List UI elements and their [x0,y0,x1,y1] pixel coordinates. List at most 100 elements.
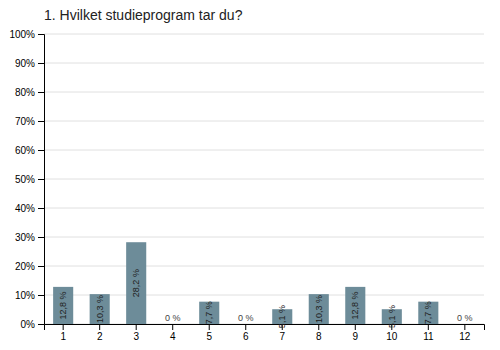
data-label: 10,3 % [95,295,105,323]
data-label: 0 % [457,313,473,323]
bar [126,242,146,324]
y-tick-mark [38,63,44,64]
data-label: 12,8 % [350,291,360,319]
y-tick-mark [38,208,44,209]
x-tick-label: 2 [97,331,103,342]
y-tick: 80% [15,87,44,98]
bar [53,287,73,324]
grid-line [44,150,484,151]
bar [418,302,438,324]
bar [199,302,219,324]
bar [455,324,475,325]
data-label: 28,2 % [131,269,141,297]
bar [163,324,183,325]
y-tick-label: 50% [15,174,35,185]
y-tick: 30% [15,232,44,243]
grid-line [44,208,484,209]
y-tick-mark [38,150,44,151]
y-tick: 50% [15,174,44,185]
y-axis-line [38,35,45,325]
data-label: 12,8 % [58,291,68,319]
y-tick: 70% [15,116,44,127]
x-axis: 123456789101112 [45,324,485,342]
x-tick-mark [318,324,319,330]
y-tick-mark [38,34,44,35]
title: 1. Hvilket studieprogram tar du? [44,7,243,23]
y-tick-label: 100% [9,29,35,40]
x-tick-label: 7 [279,331,285,342]
y-tick: 90% [15,58,44,69]
y-tick-mark [38,266,44,267]
x-tick-label: 10 [386,331,398,342]
bar [345,287,365,324]
data-label: 5,1 % [387,305,397,328]
data-labels: 12,8 % 10,3 % 28,2 % 0 % 7,7 % 0 % 5,1 % 10,3 %… [58,269,472,328]
y-tick-label: 20% [15,261,35,272]
x-axis-line [45,325,485,331]
y-tick-mark [38,324,44,325]
y-tick-label: 90% [15,58,35,69]
x-tick-label: 9 [353,331,359,342]
y-tick-label: 0% [21,319,36,330]
x-tick-label: 12 [459,331,471,342]
x-tick-label: 4 [170,331,176,342]
y-tick: 20% [15,261,44,272]
x-tick-mark [464,324,465,330]
bar [309,294,329,324]
x-tick: 4 [170,324,176,342]
x-tick-mark [172,324,173,330]
x-tick-label: 1 [60,331,66,342]
y-axis: 0% 10% 20% 30% 40% 50% 60% 70% 80% 90% 100% [9,29,44,330]
x-tick: 5 [206,324,212,342]
bar [90,294,110,324]
x-tick-label: 8 [316,331,322,342]
x-tick-mark [245,324,246,330]
y-tick: 0% [21,319,44,330]
data-label: 7,7 % [204,301,214,324]
grid-line [44,121,484,122]
y-tick: 100% [9,29,44,40]
y-tick-mark [38,92,44,93]
grid-line [44,179,484,180]
grid-line [44,63,484,64]
x-tick: 1 [60,324,66,342]
x-tick-label: 6 [243,331,249,342]
data-label: 0 % [165,313,181,323]
x-tick-label: 3 [133,331,139,342]
data-label: 10,3 % [314,295,324,323]
y-tick-label: 60% [15,145,35,156]
x-tick: 9 [353,324,359,342]
x-tick-label: 5 [206,331,212,342]
y-tick-label: 80% [15,87,35,98]
x-tick-mark [355,324,356,330]
x-tick: 8 [316,324,322,342]
chart-container: 0%10%20%30%40%50%60%70%80%90%100%1234567… [0,0,500,350]
x-tick: 12 [459,324,471,342]
x-tick-mark [136,324,137,330]
grid-line [44,266,484,267]
data-label: 7,7 % [423,301,433,324]
grid-line [44,237,484,238]
x-tick: 6 [243,324,249,342]
y-tick-mark [38,237,44,238]
y-tick-label: 10% [15,290,35,301]
y-tick-label: 40% [15,203,35,214]
grid-line [44,34,484,35]
y-tick-mark [38,121,44,122]
y-tick: 40% [15,203,44,214]
y-tick: 10% [15,290,44,301]
chart-svg: 0%10%20%30%40%50%60%70%80%90%100%1234567… [0,0,500,350]
y-tick-mark [38,179,44,180]
grid [44,34,484,324]
x-tick-mark [99,324,100,330]
y-tick: 60% [15,145,44,156]
x-tick: 3 [133,324,139,342]
x-tick: 2 [97,324,103,342]
bar [236,324,256,325]
bars [53,242,438,324]
data-label: 0 % [238,313,254,323]
x-tick-label: 11 [423,331,434,342]
y-tick-mark [38,295,44,296]
grid-line [44,92,484,93]
y-tick-label: 30% [15,232,35,243]
